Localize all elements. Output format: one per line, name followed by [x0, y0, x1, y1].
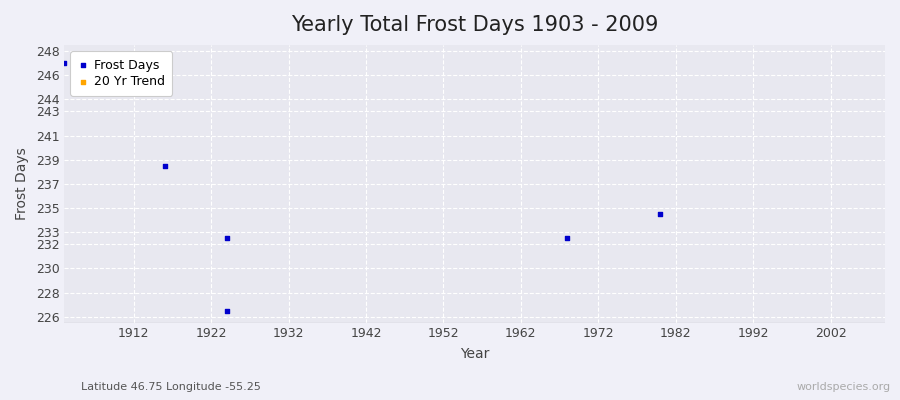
Y-axis label: Frost Days: Frost Days [15, 148, 29, 220]
Text: worldspecies.org: worldspecies.org [796, 382, 891, 392]
Text: Latitude 46.75 Longitude -55.25: Latitude 46.75 Longitude -55.25 [81, 382, 261, 392]
Frost Days [220, 235, 234, 242]
X-axis label: Year: Year [460, 347, 489, 361]
Frost Days [653, 211, 668, 217]
Frost Days [57, 60, 71, 66]
Legend: Frost Days, 20 Yr Trend: Frost Days, 20 Yr Trend [70, 51, 173, 96]
Frost Days [220, 308, 234, 314]
Frost Days [560, 235, 574, 242]
Frost Days [158, 162, 172, 169]
Title: Yearly Total Frost Days 1903 - 2009: Yearly Total Frost Days 1903 - 2009 [291, 15, 658, 35]
